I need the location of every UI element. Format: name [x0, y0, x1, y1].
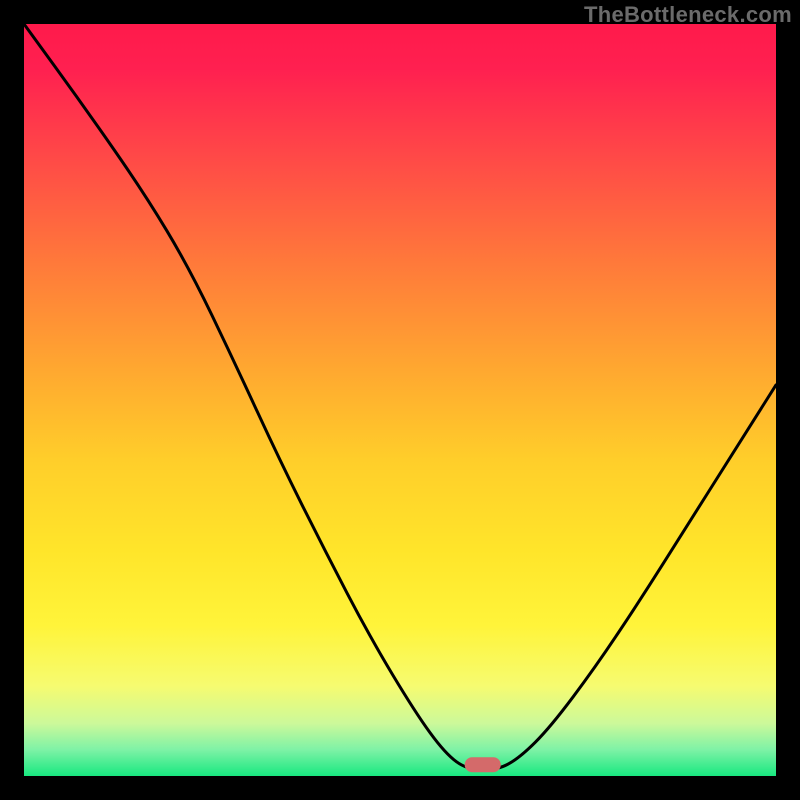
watermark-text: TheBottleneck.com: [584, 2, 792, 28]
plot-area: [24, 24, 776, 776]
bottleneck-chart: [0, 0, 800, 800]
optimal-marker: [465, 757, 501, 772]
chart-frame: TheBottleneck.com: [0, 0, 800, 800]
